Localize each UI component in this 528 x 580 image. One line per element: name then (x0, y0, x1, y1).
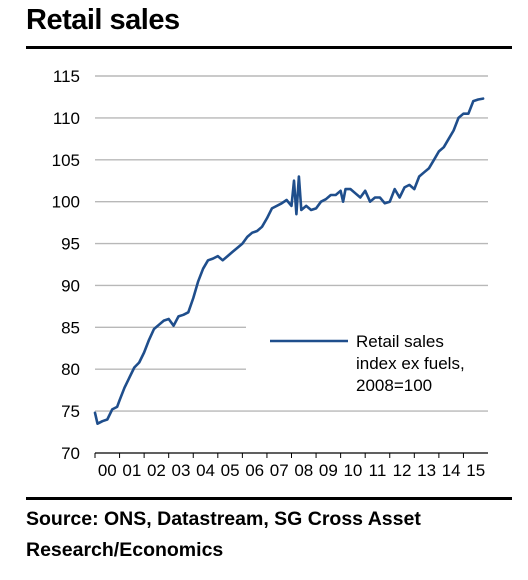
x-axis-ticks: 00 01 02 03 04 05 06 07 08 09 10 11 12 13 14 15 (94, 453, 485, 480)
x-tick-label: 01 (122, 461, 141, 480)
x-tick-label: 02 (147, 461, 166, 480)
y-tick-label: 105 (52, 151, 80, 170)
top-rule (26, 46, 512, 49)
y-tick-label: 85 (61, 318, 80, 337)
y-tick-label: 110 (53, 109, 80, 128)
series-line (93, 97, 485, 426)
series-layer (93, 97, 485, 426)
x-tick-label: 12 (393, 461, 412, 480)
y-tick-label: 75 (61, 402, 80, 421)
x-tick-label: 03 (172, 461, 191, 480)
y-tick-label: 100 (52, 193, 80, 212)
x-tick-label: 14 (442, 461, 461, 480)
x-tick-label: 07 (270, 461, 289, 480)
legend: Retail sales index ex fuels, 2008=100 (270, 332, 465, 395)
chart-title: Retail sales (26, 4, 180, 36)
legend-background (246, 320, 516, 410)
y-tick-label: 70 (61, 444, 80, 463)
legend-label: 2008=100 (356, 376, 432, 395)
y-axis-ticks: 70 75 80 85 90 95 100 105 110 115 (52, 67, 80, 463)
legend-label: Retail sales (356, 332, 444, 351)
x-tick-label: 11 (369, 461, 387, 480)
x-tick-label: 00 (98, 461, 117, 480)
x-tick-label: 15 (466, 461, 485, 480)
x-tick-label: 13 (417, 461, 436, 480)
y-tick-label: 95 (61, 235, 80, 254)
x-tick-label: 04 (196, 461, 215, 480)
source-note: Source: ONS, Datastream, SG Cross Asset … (26, 508, 421, 561)
x-tick-label: 10 (343, 461, 362, 480)
x-tick-label: 08 (294, 461, 313, 480)
y-tick-label: 90 (61, 276, 80, 295)
x-tick-label: 09 (319, 461, 338, 480)
y-tick-label: 80 (61, 360, 80, 379)
x-tick-label: 05 (221, 461, 240, 480)
bottom-rule (26, 497, 512, 500)
x-tick-label: 06 (245, 461, 264, 480)
legend-label: index ex fuels, (356, 354, 465, 373)
y-tick-label: 115 (53, 67, 80, 86)
